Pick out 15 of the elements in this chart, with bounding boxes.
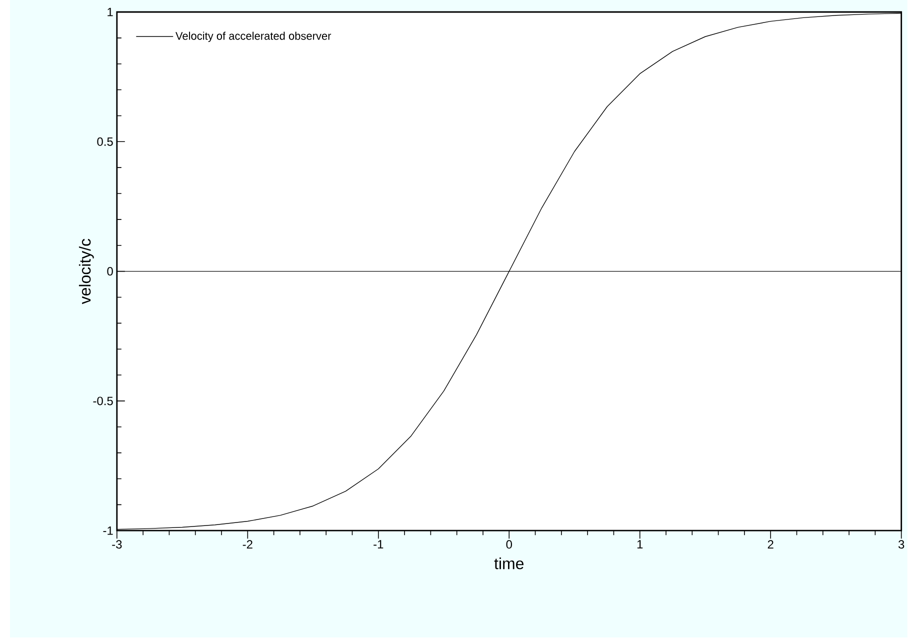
y-axis-title: velocity/c bbox=[78, 239, 94, 304]
y-tick-label: -0.5 bbox=[93, 396, 113, 406]
y-tick-label: 1 bbox=[108, 8, 113, 16]
y-tick-label: 0 bbox=[107, 267, 113, 276]
x-tick-label: 2 bbox=[768, 540, 774, 549]
x-tick-label: 0 bbox=[506, 540, 512, 549]
x-tick-label: 3 bbox=[898, 540, 904, 549]
y-tick-label: -1 bbox=[103, 526, 113, 535]
x-tick-label: -3 bbox=[112, 540, 122, 549]
x-tick-label: 1 bbox=[637, 540, 643, 549]
y-tick-label: 0.5 bbox=[97, 138, 113, 146]
legend-label: Velocity of accelerated observer bbox=[176, 32, 332, 42]
x-axis-title: time bbox=[494, 558, 524, 570]
x-tick-label: -2 bbox=[242, 540, 252, 549]
x-tick-label: -1 bbox=[374, 540, 384, 549]
